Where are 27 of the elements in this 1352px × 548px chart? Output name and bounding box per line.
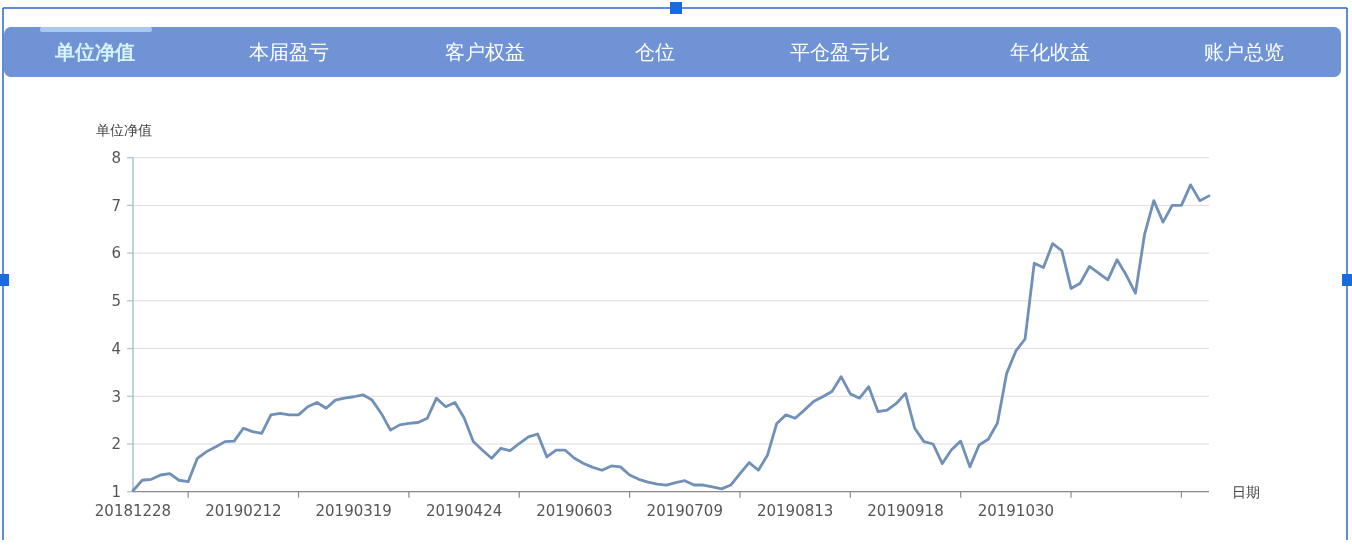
text: 单位净值 (54, 40, 135, 64)
x-tick-label: 20190424 (425, 502, 503, 520)
line-series (131, 183, 1211, 493)
y-axis-title: 单位净值 (96, 122, 152, 138)
y-tick-label: 8 (111, 148, 121, 167)
x-tick-label: 20190603 (536, 502, 613, 520)
text: 账户总览 (1204, 40, 1284, 64)
y-tick-label: 7 (111, 196, 121, 215)
x-tick-label: 20190319 (315, 502, 392, 520)
y-tick-label: 1 (111, 482, 121, 501)
x-axis-title: 日期 (1232, 484, 1260, 500)
y-tick-label: 5 (111, 292, 121, 311)
text: 仓位 (635, 40, 675, 64)
x-tick-label: 20190813 (756, 502, 834, 520)
x-tick-label: 20190212 (205, 502, 282, 520)
x-tick-label: 20190709 (646, 502, 723, 520)
y-tick-label: 6 (111, 244, 121, 263)
y-tick-label: 3 (111, 387, 121, 406)
x-tick-label: 20191030 (977, 502, 1055, 520)
y-tick-label: 4 (111, 339, 121, 358)
x-tick-label: 20190918 (867, 502, 944, 520)
x-tick-label: 20181228 (94, 502, 172, 520)
text: 客户权益 (445, 40, 525, 64)
text: 平仓盈亏比 (790, 40, 890, 64)
text: 年化收益 (1010, 40, 1090, 64)
y-tick-label: 2 (111, 435, 121, 454)
text: 本届盈亏 (249, 40, 329, 64)
